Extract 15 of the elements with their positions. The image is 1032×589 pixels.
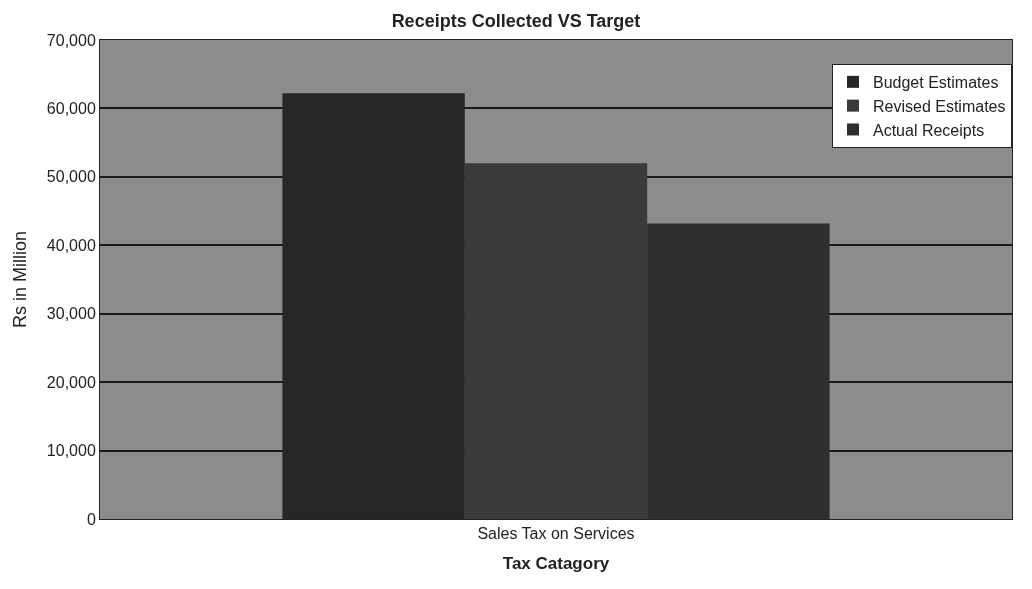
y-tick-label: 50,000: [46, 168, 96, 186]
y-tick-label: 70,000: [46, 31, 96, 49]
chart-title: Receipts Collected VS Target: [391, 11, 641, 32]
y-axis-title: Rs in Million: [10, 230, 31, 329]
x-tick-label: Sales Tax on Services: [477, 525, 635, 543]
y-tick-label: 40,000: [46, 236, 96, 254]
legend-label: Budget Estimates: [873, 74, 999, 92]
y-tick-label: 0: [86, 510, 96, 528]
y-tick-label: 10,000: [46, 442, 96, 460]
y-tick-label: 30,000: [46, 305, 96, 323]
legend-label: Actual Receipts: [873, 121, 985, 139]
x-axis-title: Tax Catagory: [502, 553, 610, 573]
legend-label: Revised Estimates: [873, 97, 1006, 115]
y-tick-label: 60,000: [46, 100, 96, 118]
y-tick-label: 20,000: [46, 373, 96, 391]
